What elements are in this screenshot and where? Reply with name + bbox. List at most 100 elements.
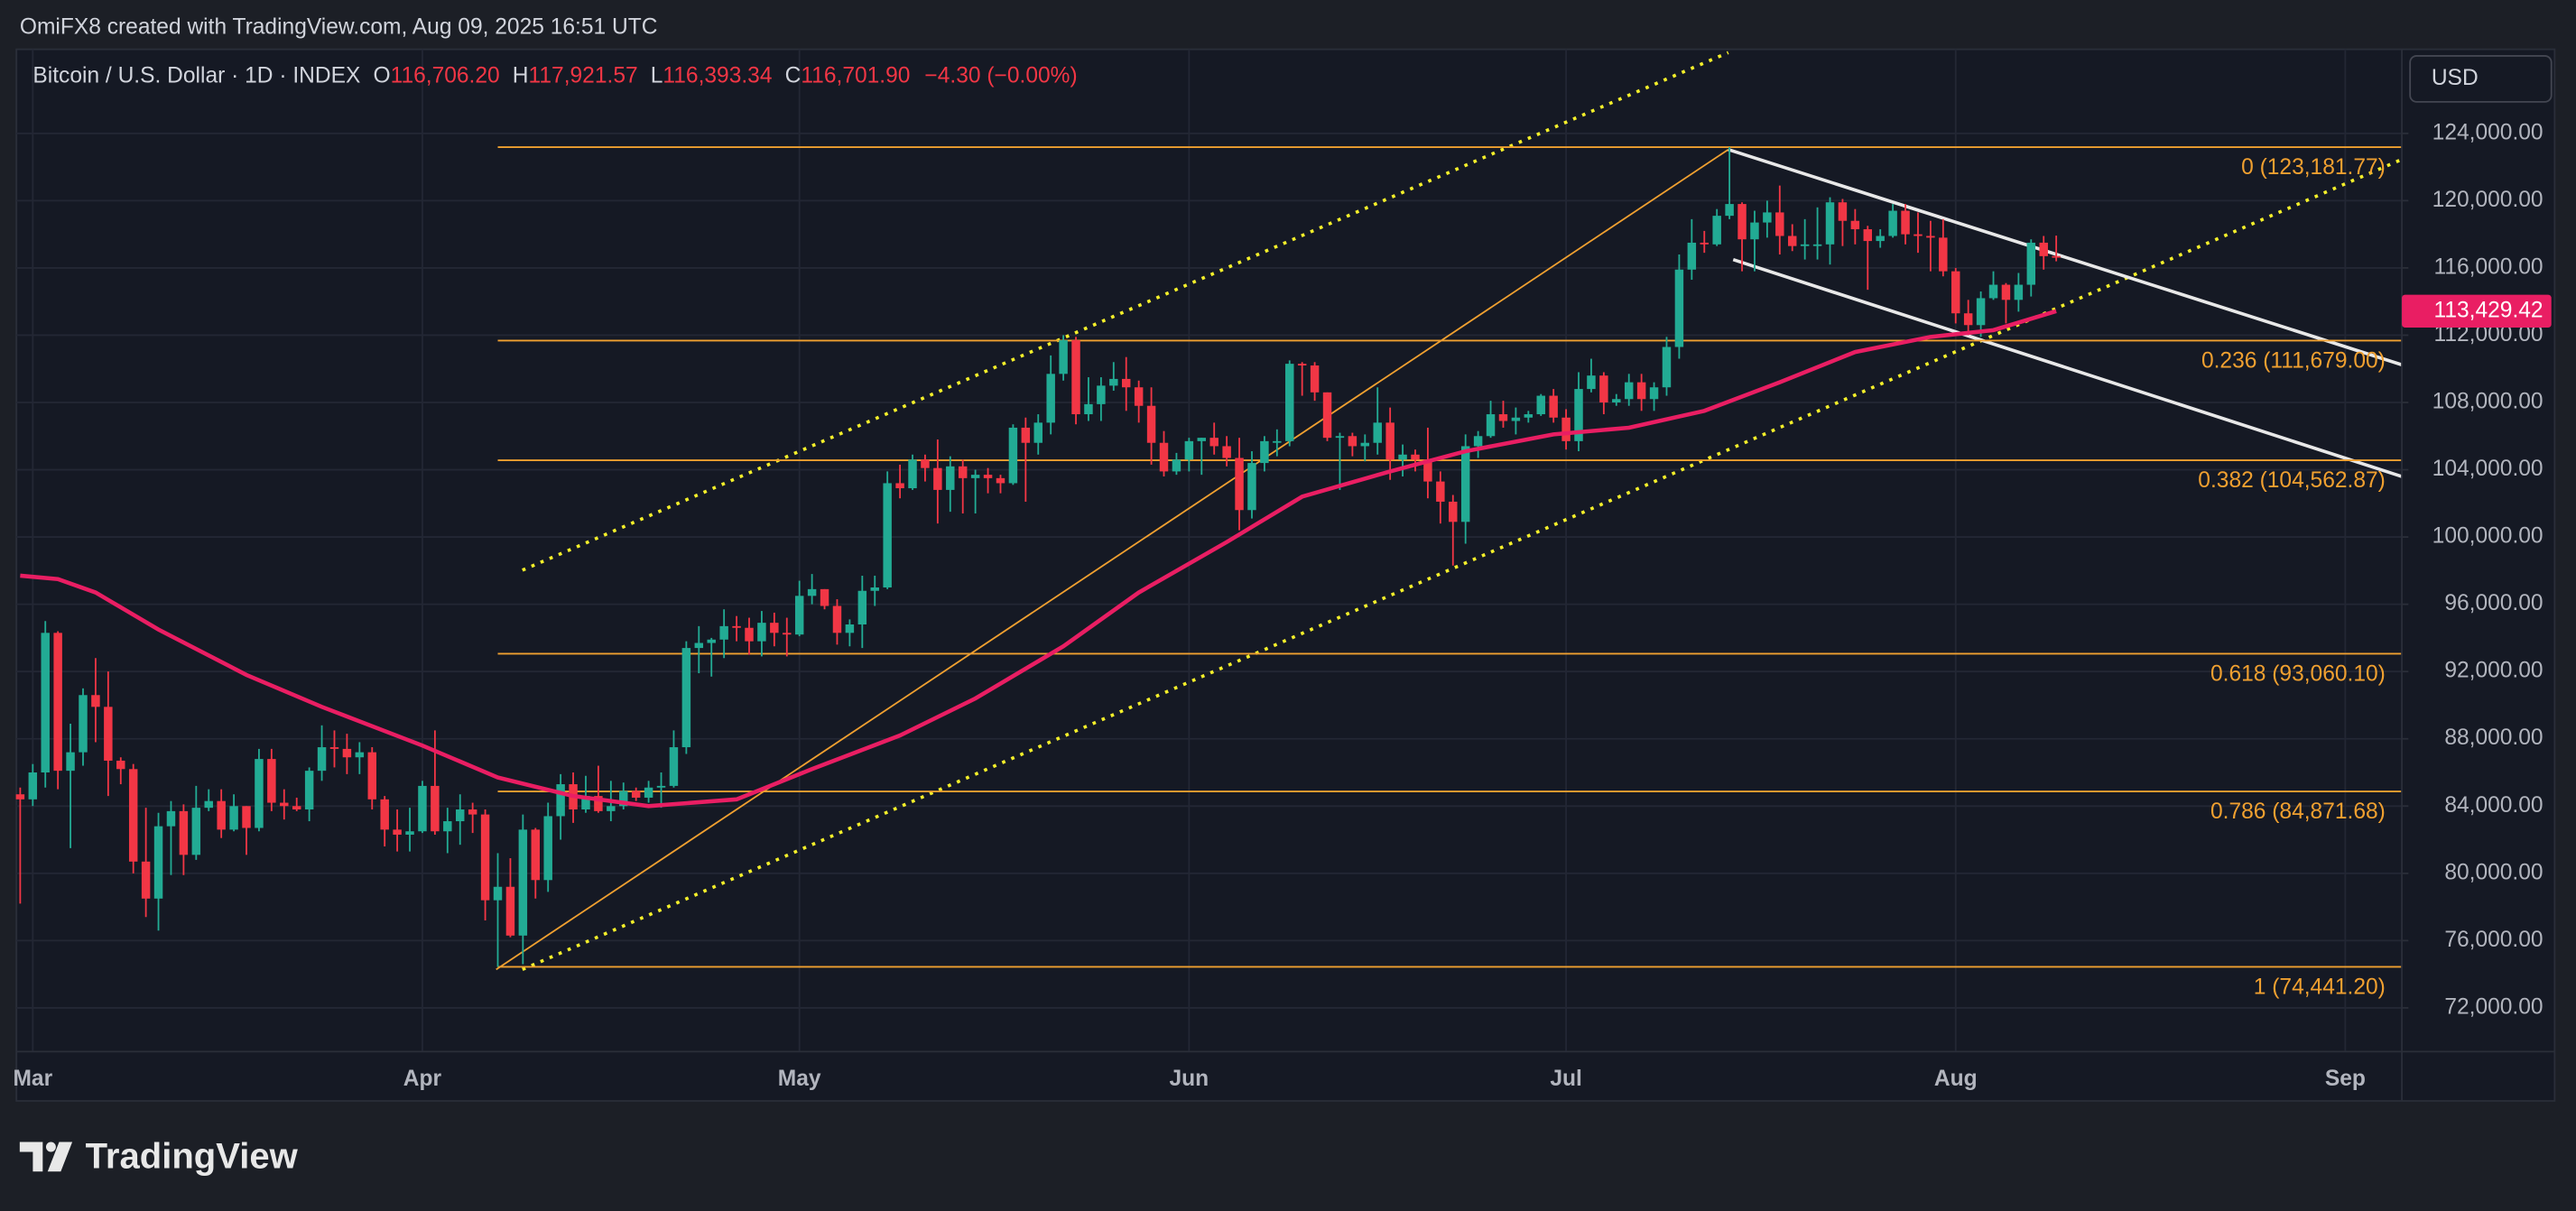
candle-body bbox=[1498, 414, 1508, 421]
candle-body bbox=[15, 794, 25, 800]
candle-body bbox=[1159, 442, 1169, 472]
candle-body bbox=[1297, 364, 1307, 365]
candle-body bbox=[518, 829, 528, 936]
candle-body bbox=[1411, 454, 1420, 460]
candle-body bbox=[191, 808, 201, 855]
candle-body bbox=[1071, 340, 1080, 415]
legend-key: H bbox=[513, 64, 529, 88]
candle-body bbox=[820, 588, 829, 606]
candle-body bbox=[895, 483, 904, 489]
legend-key: L bbox=[651, 64, 663, 88]
candle-body bbox=[329, 747, 339, 749]
fib-label: 1 (74,441.20) bbox=[2254, 975, 2386, 1000]
candle-body bbox=[443, 821, 452, 832]
x-tick-label: Jun bbox=[1170, 1067, 1209, 1091]
candle-body bbox=[405, 831, 414, 835]
candle-body bbox=[166, 810, 176, 827]
candle-body bbox=[418, 785, 427, 832]
candle-body bbox=[1335, 436, 1345, 439]
candle-body bbox=[229, 806, 238, 830]
candle-body bbox=[1222, 446, 1231, 458]
candle-body bbox=[355, 752, 365, 758]
candle-body bbox=[1121, 378, 1131, 388]
candle-body bbox=[719, 625, 728, 640]
candle-body bbox=[1787, 236, 1797, 246]
candle-body bbox=[694, 642, 704, 649]
candle-body bbox=[1197, 438, 1207, 441]
candle-body bbox=[1939, 237, 1948, 272]
candle-body bbox=[480, 814, 490, 901]
candle-body bbox=[807, 588, 817, 596]
candle-body bbox=[832, 606, 842, 633]
candle-body bbox=[656, 785, 666, 788]
candle-body bbox=[1725, 204, 1734, 217]
candle-body bbox=[153, 826, 163, 899]
legend-value: 117,921.57 bbox=[529, 64, 638, 88]
candle-body bbox=[1146, 405, 1156, 443]
candle-body bbox=[757, 623, 766, 642]
candle-body bbox=[1636, 382, 1646, 400]
channel-upper bbox=[522, 51, 1729, 572]
candle-body bbox=[996, 477, 1005, 484]
candle-body bbox=[393, 829, 402, 835]
candle-body bbox=[1888, 210, 1897, 236]
x-tick-label: Sep bbox=[2325, 1067, 2366, 1091]
candle-body bbox=[1524, 414, 1534, 418]
candle-body bbox=[1976, 298, 1986, 326]
candle-body bbox=[1624, 382, 1634, 400]
x-tick-label: Aug bbox=[1934, 1067, 1978, 1091]
price-label-box bbox=[2402, 294, 2552, 328]
candle-body bbox=[556, 784, 565, 817]
candle-body bbox=[1988, 284, 1998, 299]
fib-trendline bbox=[496, 148, 1729, 971]
candle-body bbox=[783, 633, 792, 635]
candle-body bbox=[883, 483, 892, 588]
candle-body bbox=[1963, 313, 1973, 326]
candle-body bbox=[66, 752, 75, 772]
candle-body bbox=[644, 787, 653, 798]
candle-body bbox=[1385, 422, 1395, 460]
candle-body bbox=[607, 806, 616, 811]
x-tick-label: May bbox=[778, 1067, 821, 1091]
logo: TradingView bbox=[19, 1136, 299, 1176]
candle-body bbox=[908, 459, 917, 489]
candle-body bbox=[745, 627, 754, 642]
candle-body bbox=[1763, 212, 1772, 223]
legend-change: −4.30 (−0.00%) bbox=[924, 64, 1077, 88]
candle-body bbox=[1913, 234, 1923, 236]
currency-button[interactable] bbox=[2409, 54, 2553, 103]
legend-value: 116,701.90 bbox=[801, 64, 910, 88]
candle-body bbox=[1398, 454, 1407, 460]
legend-value: 116,393.34 bbox=[663, 64, 772, 88]
candle-body bbox=[91, 695, 100, 707]
candle-body bbox=[770, 623, 779, 633]
legend-key: C bbox=[785, 64, 802, 88]
fib-label: 0.382 (104,562.87) bbox=[2198, 468, 2386, 493]
candle-body bbox=[1951, 271, 1960, 314]
candle-body bbox=[1310, 365, 1320, 393]
candle-body bbox=[1033, 422, 1042, 443]
logo-mark bbox=[47, 1142, 73, 1172]
candle-body bbox=[1473, 436, 1483, 447]
candle-body bbox=[794, 596, 804, 635]
candle-body bbox=[2014, 284, 2024, 300]
candle-body bbox=[1561, 417, 1571, 441]
candle-body bbox=[53, 633, 62, 772]
candle-body bbox=[1008, 427, 1018, 484]
candle-body bbox=[1687, 242, 1697, 270]
candle-body bbox=[1134, 387, 1144, 406]
candle-body bbox=[204, 800, 213, 809]
y-tick-label: 92,000.00 bbox=[2444, 659, 2543, 683]
candle-body bbox=[1712, 216, 1721, 245]
candle-body bbox=[128, 769, 138, 862]
logo-mark bbox=[19, 1142, 43, 1172]
candle-body bbox=[505, 886, 515, 936]
y-tick-label: 120,000.00 bbox=[2432, 188, 2544, 212]
candle-body bbox=[594, 796, 603, 811]
candle-body bbox=[2026, 242, 2036, 285]
chart-legend: Bitcoin / U.S. Dollar · 1D · INDEX O116,… bbox=[32, 64, 1077, 88]
candle-body bbox=[1260, 440, 1269, 464]
axes: 72,000.00 76,000.00 80,000.00 84,000.00 88,0… bbox=[13, 120, 2552, 1091]
